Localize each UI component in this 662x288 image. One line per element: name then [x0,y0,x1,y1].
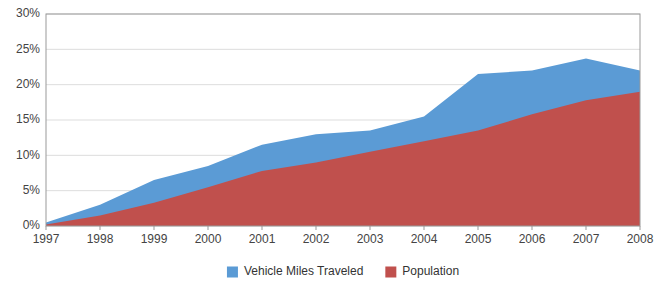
x-tick [262,226,263,230]
x-tick [640,226,641,230]
y-tick-label: 15% [16,112,40,126]
y-tick-label: 20% [16,77,40,91]
x-tick [370,226,371,230]
y-axis: 0% 5% 10% 15% 20% 25% 30% [16,6,40,232]
x-tick [100,226,101,230]
x-tick-label: 1998 [87,232,114,246]
x-tick-label: 2008 [627,232,654,246]
x-tick [46,226,47,230]
legend-item: Vehicle Miles Traveled [227,264,363,278]
area [46,59,640,226]
x-tick-label: 2003 [357,232,384,246]
y-tick-label: 5% [23,183,41,197]
x-tick-label: 2001 [249,232,276,246]
x-tick [316,226,317,230]
legend-swatch [227,267,238,278]
x-tick [478,226,479,230]
x-axis: 1997 1998 1999 2000 2001 2002 2003 2004 2005 2006… [33,226,654,246]
x-tick-label: 2007 [573,232,600,246]
x-tick-label: 2005 [465,232,492,246]
legend-label: Population [402,264,459,278]
chart: 0% 5% 10% 15% 20% 25% 30% 1997 1998 1999 2000 2001 2… [0,0,662,288]
x-tick [532,226,533,230]
y-tick-label: 0% [23,218,41,232]
legend-label: Vehicle Miles Traveled [244,264,363,278]
y-tick-label: 10% [16,148,40,162]
x-tick-label: 2004 [411,232,438,246]
x-tick [586,226,587,230]
x-tick-label: 2000 [195,232,222,246]
y-tick-label: 30% [16,6,40,20]
x-tick-label: 2002 [303,232,330,246]
legend: Vehicle Miles Traveled Population [227,264,459,278]
grid [46,14,640,226]
legend-item: Population [385,264,459,278]
y-tick-label: 25% [16,42,40,56]
x-tick-label: 2006 [519,232,546,246]
x-tick [424,226,425,230]
x-tick-label: 1997 [33,232,60,246]
plot-frame [46,14,640,226]
area [46,92,640,226]
grid-line [46,49,640,50]
x-tick-label: 1999 [141,232,168,246]
x-tick [208,226,209,230]
x-tick [154,226,155,230]
legend-swatch [385,267,396,278]
plot-area [46,59,640,226]
